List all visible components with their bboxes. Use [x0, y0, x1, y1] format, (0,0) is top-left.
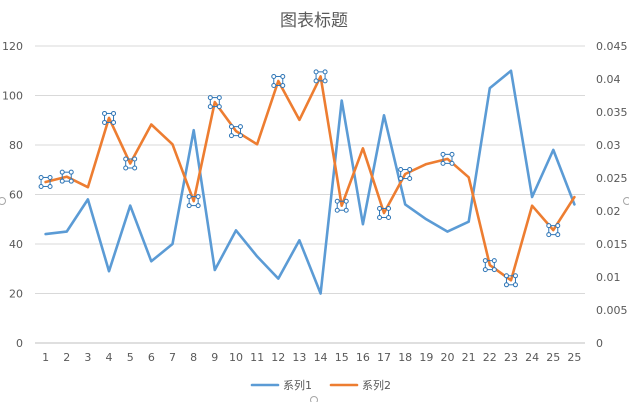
x-tick-label: 7 [169, 351, 176, 364]
x-tick-label: 17 [377, 351, 391, 364]
series-line-2[interactable] [44, 75, 576, 282]
resize-handle[interactable] [623, 197, 629, 205]
x-tick-label: 23 [504, 351, 518, 364]
selection-markers [38, 69, 561, 288]
selection-marker[interactable] [503, 273, 518, 288]
selection-marker[interactable] [271, 73, 286, 88]
y-right-tick-label: 0.045 [596, 40, 628, 53]
y-left-tick-label: 0 [16, 337, 23, 350]
x-tick-label: 9 [211, 351, 218, 364]
x-tick-label: 25 [546, 351, 560, 364]
y-right-tick-label: 0.01 [596, 271, 621, 284]
x-tick-label: 5 [127, 351, 134, 364]
x-tick-label: 11 [250, 351, 264, 364]
legend-entry[interactable]: 系列2 [329, 378, 391, 392]
x-tick-label: 10 [229, 351, 243, 364]
x-tick-label: 1 [42, 351, 49, 364]
chart-title: 图表标题 [280, 11, 348, 31]
x-tick-label: 19 [419, 351, 433, 364]
y-left-tick-label: 40 [9, 238, 23, 251]
selection-marker[interactable] [102, 110, 117, 125]
y-right-tick-label: 0.015 [596, 238, 628, 251]
x-tick-label: 2 [63, 351, 70, 364]
selection-marker[interactable] [38, 174, 53, 189]
series-line-1[interactable] [44, 69, 576, 295]
x-tick-label: 8 [190, 351, 197, 364]
y-left-tick-label: 80 [9, 139, 23, 152]
y-right-tick-label: 0.025 [596, 172, 628, 185]
x-tick-label: 4 [106, 351, 113, 364]
chart-frame-handles[interactable] [0, 197, 629, 402]
x-tick-label: 15 [335, 351, 349, 364]
y-left-tick-label: 120 [2, 40, 23, 53]
selection-marker[interactable] [482, 258, 497, 273]
gridlines [35, 45, 585, 294]
x-tick-label: 14 [314, 351, 328, 364]
selection-marker[interactable] [228, 124, 243, 139]
selection-marker[interactable] [546, 223, 561, 238]
x-tick-label: 3 [84, 351, 91, 364]
resize-handle[interactable] [0, 197, 6, 205]
selection-marker[interactable] [186, 194, 201, 209]
selection-marker[interactable] [59, 169, 74, 184]
legend-label: 系列2 [362, 378, 391, 392]
x-tick-label: 24 [525, 351, 539, 364]
y-right-tick-label: 0.04 [596, 73, 621, 86]
x-tick-label: 16 [356, 351, 370, 364]
selection-marker[interactable] [334, 198, 349, 213]
y-right-tick-label: 0.03 [596, 139, 621, 152]
y-left-tick-label: 100 [2, 90, 23, 103]
x-tick-label: 6 [148, 351, 155, 364]
y-left-tick-label: 20 [9, 288, 23, 301]
y-right-tick-label: 0.005 [596, 304, 628, 317]
selection-marker[interactable] [440, 151, 455, 166]
selection-marker[interactable] [398, 167, 413, 182]
x-tick-label: 18 [398, 351, 412, 364]
legend-entry[interactable]: 系列1 [250, 378, 312, 392]
x-tick-label: 22 [483, 351, 497, 364]
x-tick-label: 21 [462, 351, 476, 364]
selection-marker[interactable] [377, 205, 392, 220]
selection-marker[interactable] [313, 69, 328, 84]
axes: 02040608010012000.0050.010.0150.020.0250… [2, 40, 628, 364]
y-right-tick-label: 0.035 [596, 106, 628, 119]
x-tick-label: 12 [271, 351, 285, 364]
selection-marker[interactable] [207, 95, 222, 110]
y-right-tick-label: 0 [596, 337, 603, 350]
legend: 系列1 系列2 [250, 378, 391, 392]
x-tick-label: 20 [441, 351, 455, 364]
resize-handle[interactable] [310, 396, 318, 402]
selection-marker[interactable] [123, 156, 138, 171]
y-right-tick-label: 0.02 [596, 205, 621, 218]
y-left-tick-label: 60 [9, 189, 23, 202]
x-tick-label: 13 [292, 351, 306, 364]
legend-label: 系列1 [283, 378, 312, 392]
x-tick-label: 25 [567, 351, 581, 364]
